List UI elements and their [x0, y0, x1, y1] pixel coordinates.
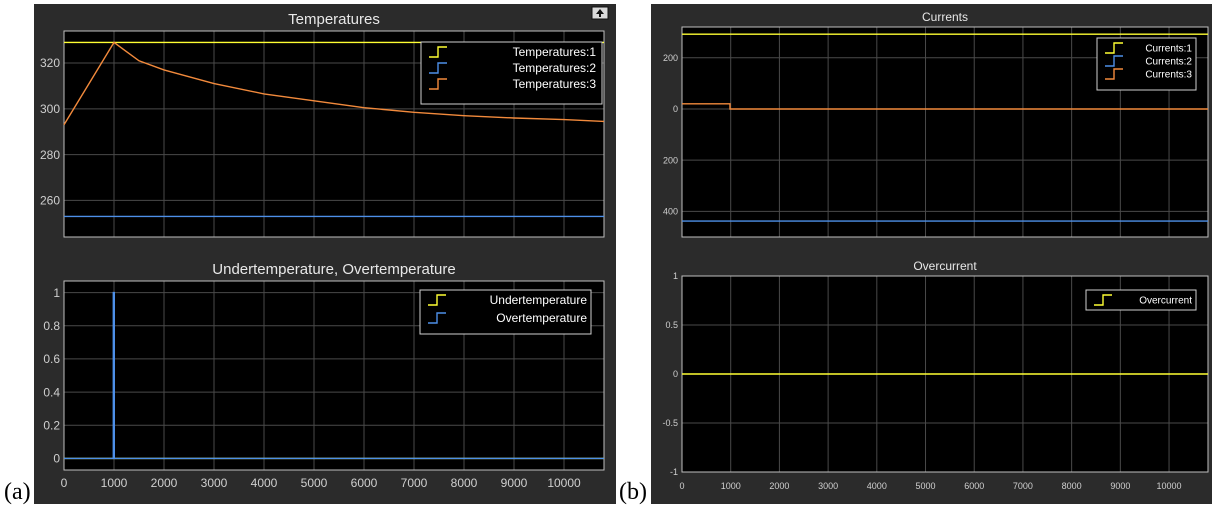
legend-label: Currents:1	[1145, 44, 1192, 55]
y-tick-label: 0.5	[665, 320, 678, 330]
legend-step-icon	[428, 312, 446, 324]
legend-label: Overcurrent	[1139, 296, 1192, 307]
chart-title: Currents	[922, 10, 968, 24]
legend-label: Overtemperature	[496, 311, 587, 325]
undock-icon[interactable]	[591, 6, 609, 20]
series-line	[64, 291, 604, 460]
legend-step-icon	[428, 294, 446, 306]
x-tick-label: 5000	[301, 476, 328, 490]
chart-currents: Currents 200 0 200 400 Currents:1 Currents:2 Cu…	[663, 10, 1209, 238]
x-tick-label: 0	[61, 476, 68, 490]
axes-border	[63, 280, 605, 471]
legend-box	[1085, 289, 1197, 311]
legend-step-icon	[1105, 55, 1123, 67]
y-tick-label: 0	[673, 104, 678, 114]
x-tick-label: 7000	[1013, 481, 1033, 491]
x-tick-label: 1000	[101, 476, 128, 490]
chart-title: Undertemperature, Overtemperature	[212, 261, 455, 278]
x-tick-label: 6000	[964, 481, 984, 491]
series-line	[682, 103, 1208, 110]
y-tick-label: 200	[663, 53, 678, 63]
y-tick-label: 320	[40, 56, 60, 70]
chart-title: Overcurrent	[913, 259, 977, 273]
x-tick-label: 9000	[501, 476, 528, 490]
x-tick-label: 1000	[721, 481, 741, 491]
y-tick-label: 1	[53, 286, 60, 300]
y-tick-label: 0	[673, 369, 678, 379]
x-tick-label: 10000	[547, 476, 581, 490]
y-tick-label: 0.4	[43, 385, 60, 399]
y-tick-label: 300	[40, 102, 60, 116]
y-tick-label: -0.5	[662, 418, 678, 428]
x-tick-label: 3000	[201, 476, 228, 490]
chart-temperatures: Temperatures 260 280 300 320 Temperatures:1 Te…	[40, 11, 605, 238]
y-tick-label: 200	[663, 155, 678, 165]
x-tick-label: 2000	[151, 476, 178, 490]
axes-border	[681, 26, 1209, 238]
y-tick-label: 0.2	[43, 418, 60, 432]
legend-label: Currents:3	[1145, 70, 1192, 81]
y-tick-label: 0	[53, 452, 60, 466]
y-tick-label: 0.6	[43, 352, 60, 366]
y-tick-label: 400	[663, 207, 678, 217]
y-tick-label: -1	[670, 467, 678, 477]
legend-step-icon	[1105, 68, 1123, 80]
x-tick-label: 2000	[769, 481, 789, 491]
legend-box	[419, 289, 592, 335]
x-tick-label: 6000	[351, 476, 378, 490]
legend-step-icon	[429, 62, 447, 74]
series-line	[63, 41, 605, 126]
legend-label: Temperatures:1	[513, 45, 597, 59]
x-tick-label: 0	[679, 481, 684, 491]
legend-label: Temperatures:3	[513, 77, 597, 91]
panel-label-b: (b)	[619, 479, 647, 505]
y-tick-label: 1	[673, 271, 678, 281]
legend-step-icon	[1105, 42, 1123, 54]
legend-step-icon	[429, 78, 447, 90]
legend-step-icon	[429, 46, 447, 58]
x-tick-label: 4000	[867, 481, 887, 491]
x-tick-label: 8000	[451, 476, 478, 490]
chart-undertemperature: Undertemperature, Overtemperature 0 0.2 0.4…	[43, 261, 605, 490]
x-tick-label: 5000	[916, 481, 936, 491]
x-tick-label: 4000	[251, 476, 278, 490]
x-tick-label: 9000	[1110, 481, 1130, 491]
legend-box	[420, 41, 603, 105]
x-tick-label: 7000	[401, 476, 428, 490]
x-tick-label: 3000	[818, 481, 838, 491]
x-tick-label: 8000	[1062, 481, 1082, 491]
chart-title: Temperatures	[288, 11, 380, 28]
legend-label: Temperatures:2	[513, 61, 597, 75]
legend-label: Undertemperature	[490, 293, 588, 307]
axes-border	[63, 30, 605, 238]
legend-step-icon	[1094, 294, 1112, 306]
y-tick-label: 260	[40, 194, 60, 208]
panel-label-a: (a)	[4, 479, 31, 505]
y-tick-label: 280	[40, 148, 60, 162]
x-tick-label: 10000	[1157, 481, 1182, 491]
y-tick-label: 0.8	[43, 319, 60, 333]
legend-label: Currents:2	[1145, 57, 1192, 68]
